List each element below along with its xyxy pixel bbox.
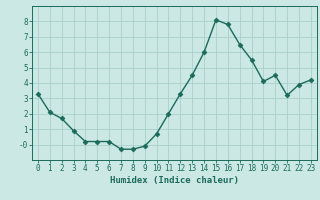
X-axis label: Humidex (Indice chaleur): Humidex (Indice chaleur) — [110, 176, 239, 185]
